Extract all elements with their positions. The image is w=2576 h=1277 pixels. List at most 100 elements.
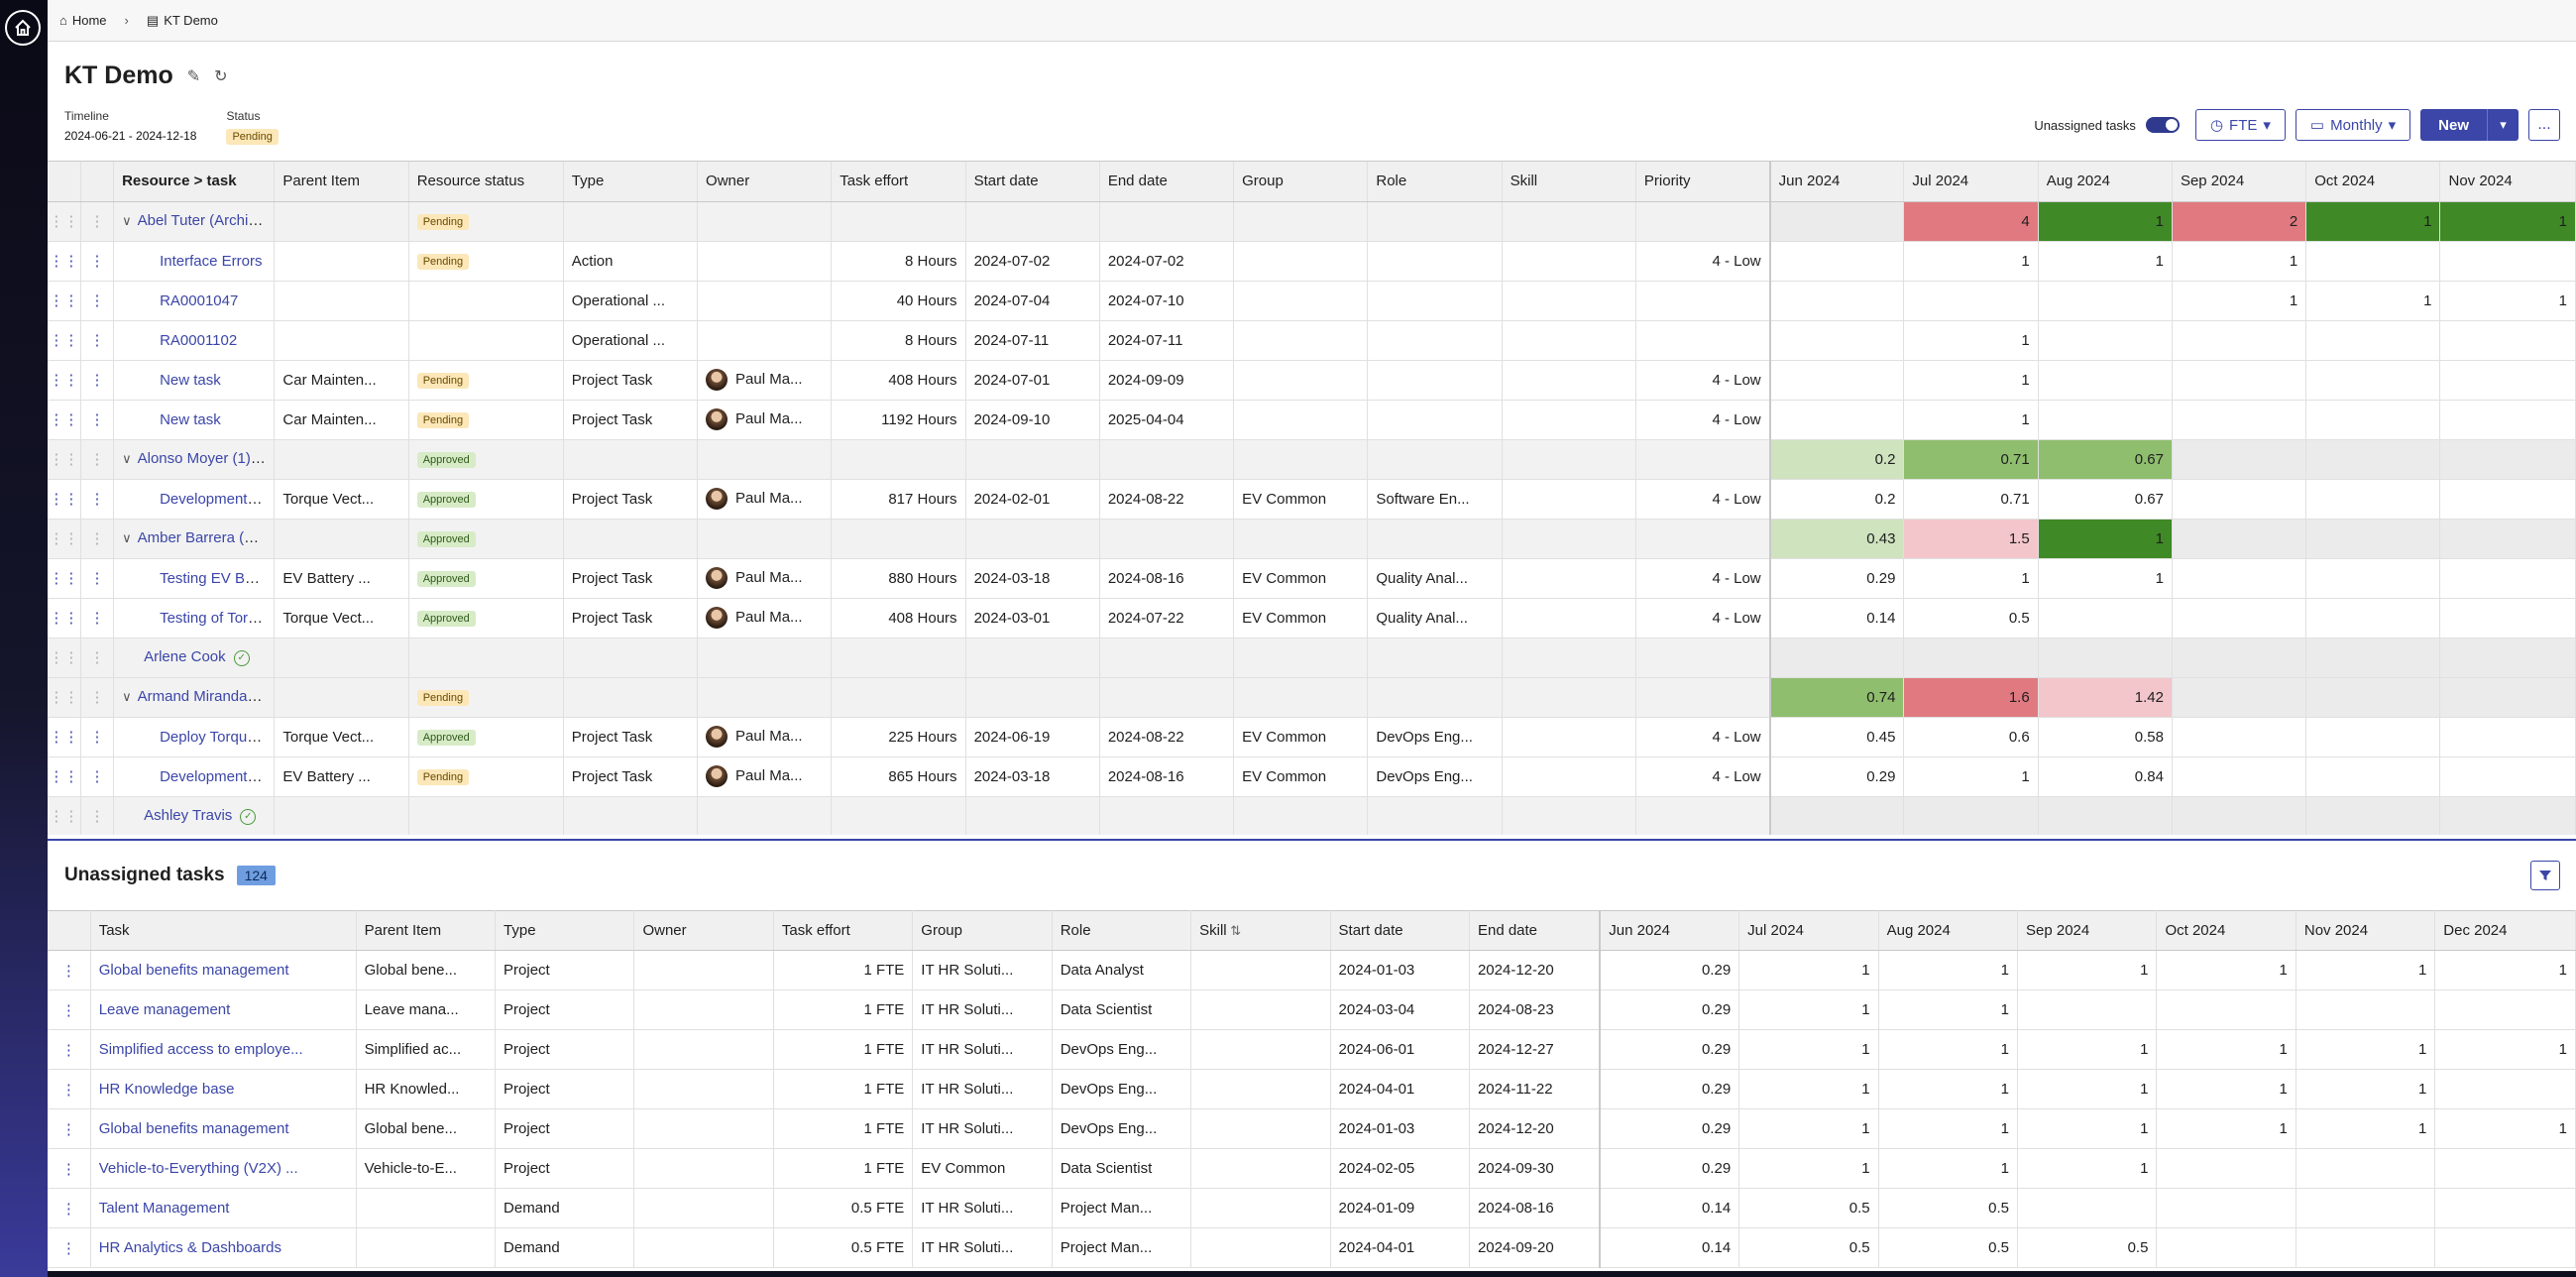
allocation-cell[interactable] <box>2156 1227 2296 1268</box>
allocation-cell[interactable]: 0.5 <box>1878 1227 2019 1268</box>
allocation-cell[interactable] <box>2038 796 2173 835</box>
allocation-cell[interactable]: 0.29 <box>1599 1069 1740 1109</box>
task-row[interactable]: ⋮⋮ ⋮ RA0001047 Operational ... 40 Hours 2024-… <box>48 281 2576 321</box>
allocation-cell[interactable] <box>2434 1227 2576 1268</box>
allocation-cell[interactable]: 0.67 <box>2038 439 2173 480</box>
month-header[interactable]: Jul 2024 <box>1903 162 2039 202</box>
cell-task[interactable]: Vehicle-to-Everything (V2X) ... <box>90 1148 357 1189</box>
resource-name-link[interactable]: Armand Miranda (2) <box>137 688 270 706</box>
allocation-cell[interactable]: 0.5 <box>1878 1188 2019 1228</box>
unassigned-task-row[interactable]: ⋮ Simplified access to employe... Simplifi… <box>48 1029 2576 1070</box>
resource-group-row[interactable]: ⋮⋮ ⋮ Ashley Travis ✓ <box>48 796 2576 835</box>
column-header[interactable]: Type <box>495 910 635 951</box>
allocation-cell[interactable]: 1 <box>2038 519 2173 559</box>
allocation-cell[interactable]: 0.29 <box>1599 950 1740 990</box>
task-name-link[interactable]: New task <box>160 371 221 389</box>
task-row[interactable]: ⋮⋮⋮ Testing EV Battery H...EV Battery ...… <box>48 558 2576 599</box>
allocation-cell[interactable]: 1 <box>1738 1148 1879 1189</box>
row-menu-icon[interactable]: ⋮ <box>80 281 115 321</box>
allocation-cell[interactable]: 1 <box>1903 756 2039 797</box>
allocation-cell[interactable] <box>2172 360 2307 401</box>
row-menu-icon[interactable]: ⋮ <box>80 598 115 638</box>
allocation-cell[interactable] <box>2305 241 2441 282</box>
allocation-cell[interactable]: 1 <box>2017 1029 2158 1070</box>
allocation-cell[interactable]: 0.14 <box>1768 598 1905 638</box>
row-menu-icon[interactable]: ⋮ <box>48 1108 91 1149</box>
task-name-link[interactable]: RA0001102 <box>160 331 238 349</box>
task-name-link[interactable]: Global benefits management <box>98 962 289 979</box>
fte-dropdown[interactable]: ◷ FTE ▾ <box>2194 109 2286 141</box>
task-name-link[interactable]: Vehicle-to-Everything (V2X) ... <box>98 1160 298 1177</box>
sort-icon[interactable]: ⇅ <box>1226 923 1242 938</box>
allocation-cell[interactable] <box>1768 320 1905 361</box>
drag-handle-icon[interactable]: ⋮⋮ <box>48 241 81 282</box>
allocation-cell[interactable] <box>2305 558 2441 599</box>
allocation-cell[interactable]: 0.71 <box>1903 479 2039 520</box>
column-header[interactable]: Owner <box>697 162 833 202</box>
allocation-cell[interactable]: 1 <box>1878 1108 2019 1149</box>
task-name-link[interactable]: Development of EV ... <box>160 767 274 785</box>
allocation-cell[interactable]: 0.67 <box>2038 479 2173 520</box>
allocation-cell[interactable]: 1 <box>2439 201 2576 242</box>
allocation-cell[interactable]: 1 <box>2156 950 2296 990</box>
month-header[interactable]: Jul 2024 <box>1738 910 1879 951</box>
allocation-cell[interactable] <box>2439 241 2576 282</box>
column-header[interactable]: Skill ⇅ <box>1190 910 1331 951</box>
column-header[interactable]: Resource status <box>408 162 564 202</box>
allocation-cell[interactable]: 0.29 <box>1768 756 1905 797</box>
allocation-cell[interactable]: 0.71 <box>1903 439 2039 480</box>
allocation-cell[interactable] <box>1768 360 1905 401</box>
allocation-cell[interactable]: 1.6 <box>1903 677 2039 718</box>
column-header[interactable]: End date <box>1469 910 1601 951</box>
cell-name[interactable]: Deploy Torque Vecto... <box>113 717 276 757</box>
allocation-cell[interactable]: 1 <box>2434 950 2576 990</box>
unassigned-task-row[interactable]: ⋮ Leave management Leave mana... Project 1 F… <box>48 989 2576 1030</box>
allocation-cell[interactable] <box>2439 558 2576 599</box>
task-row[interactable]: ⋮⋮⋮ Development of EV ...EV Battery ... Pe… <box>48 756 2576 797</box>
column-header[interactable]: Resource > task <box>113 162 276 202</box>
allocation-cell[interactable] <box>2296 1148 2436 1189</box>
allocation-cell[interactable] <box>1768 241 1905 282</box>
column-header[interactable]: End date <box>1099 162 1235 202</box>
allocation-cell[interactable] <box>2305 677 2441 718</box>
column-header[interactable]: Skill <box>1502 162 1636 202</box>
allocation-cell[interactable] <box>2305 598 2441 638</box>
allocation-cell[interactable] <box>2172 558 2307 599</box>
row-menu-icon[interactable]: ⋮ <box>80 360 115 401</box>
drag-handle-icon[interactable]: ⋮⋮ <box>48 320 81 361</box>
month-header[interactable]: Aug 2024 <box>2038 162 2173 202</box>
allocation-cell[interactable]: 0.43 <box>1768 519 1905 559</box>
column-header[interactable]: Owner <box>633 910 774 951</box>
allocation-cell[interactable]: 1 <box>2156 1108 2296 1149</box>
allocation-cell[interactable] <box>2172 717 2307 757</box>
allocation-cell[interactable]: 1.42 <box>2038 677 2173 718</box>
task-name-link[interactable]: Development of Torq... <box>160 490 275 508</box>
task-name-link[interactable]: Deploy Torque Vecto... <box>160 728 274 746</box>
drag-handle-icon[interactable]: ⋮⋮ <box>48 558 81 599</box>
period-dropdown[interactable]: ▭ Monthly ▾ <box>2295 109 2411 141</box>
column-header[interactable]: Task effort <box>773 910 914 951</box>
month-header[interactable]: Jun 2024 <box>1768 162 1905 202</box>
cell-name[interactable]: Ashley Travis ✓ <box>113 796 276 835</box>
unassigned-task-row[interactable]: ⋮ HR Analytics & Dashboards Demand 0.5 FTE I… <box>48 1227 2576 1268</box>
task-name-link[interactable]: RA0001047 <box>160 291 239 309</box>
month-header[interactable]: Oct 2024 <box>2156 910 2296 951</box>
allocation-cell[interactable]: 2 <box>2172 201 2307 242</box>
resource-name-link[interactable]: Alonso Moyer (1) <box>137 450 251 468</box>
task-row[interactable]: ⋮⋮⋮ Deploy Torque Vecto...Torque Vect... A… <box>48 717 2576 757</box>
allocation-cell[interactable] <box>2038 281 2173 321</box>
cell-name[interactable]: ∨Abel Tuter (Architect) (5)✓ <box>113 201 276 242</box>
chevron-down-icon[interactable]: ∨ <box>122 530 132 546</box>
more-options-button[interactable]: ... <box>2528 109 2560 141</box>
cell-task[interactable]: Global benefits management <box>90 1108 357 1149</box>
column-header[interactable]: Start date <box>1330 910 1470 951</box>
row-menu-icon[interactable]: ⋮ <box>80 717 115 757</box>
allocation-cell[interactable] <box>2439 756 2576 797</box>
cell-name[interactable]: Testing of Torque Vec... <box>113 598 276 638</box>
allocation-cell[interactable]: 1 <box>2434 1108 2576 1149</box>
allocation-cell[interactable] <box>1768 281 1905 321</box>
unassigned-tasks-toggle[interactable] <box>2145 117 2180 133</box>
allocation-cell[interactable] <box>2172 439 2307 480</box>
allocation-cell[interactable]: 1 <box>1738 989 1879 1030</box>
row-menu-icon[interactable]: ⋮ <box>80 241 115 282</box>
